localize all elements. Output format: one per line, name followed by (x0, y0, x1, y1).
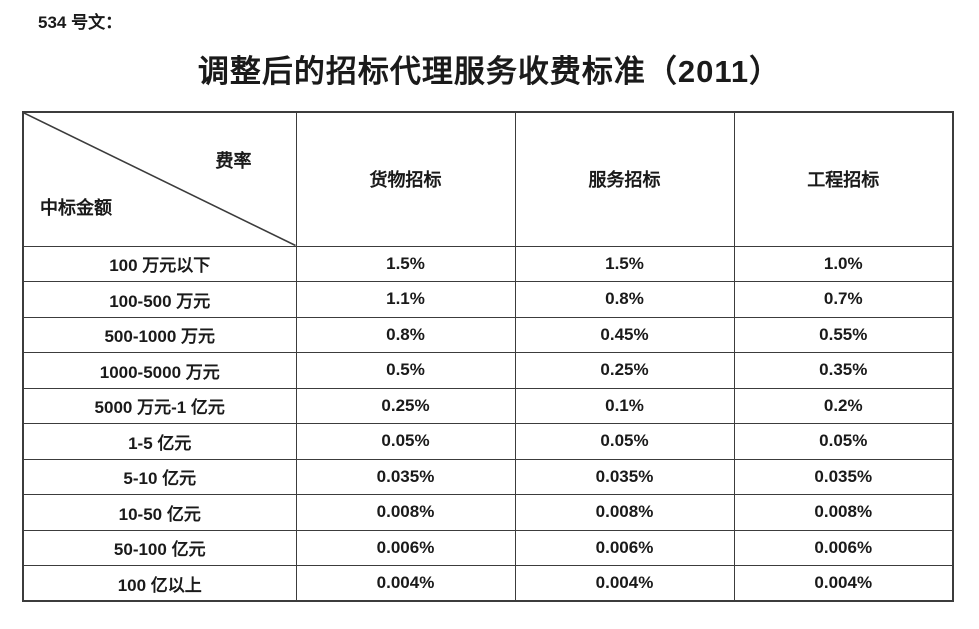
table-row: 5-10 亿元 0.035% 0.035% 0.035% (22, 458, 954, 495)
goods-rate-cell: 0.035% (295, 458, 516, 495)
amount-cell: 5000 万元-1 亿元 (22, 387, 297, 424)
goods-rate-cell: 0.8% (295, 316, 516, 353)
service-rate-cell: 0.035% (514, 458, 735, 495)
amount-cell: 100 万元以下 (22, 245, 297, 282)
engineering-rate-cell: 0.008% (733, 494, 954, 531)
table-row: 5000 万元-1 亿元 0.25% 0.1% 0.2% (22, 387, 954, 424)
amount-cell: 5-10 亿元 (22, 458, 297, 495)
column-header-goods: 货物招标 (295, 111, 516, 247)
engineering-rate-cell: 0.004% (733, 565, 954, 602)
amount-cell: 10-50 亿元 (22, 494, 297, 531)
table-row: 1-5 亿元 0.05% 0.05% 0.05% (22, 423, 954, 460)
table-row: 1000-5000 万元 0.5% 0.25% 0.35% (22, 352, 954, 389)
amount-cell: 1-5 亿元 (22, 423, 297, 460)
engineering-rate-cell: 0.05% (733, 423, 954, 460)
engineering-rate-cell: 0.55% (733, 316, 954, 353)
table-row: 100 万元以下 1.5% 1.5% 1.0% (22, 245, 954, 282)
engineering-rate-cell: 0.035% (733, 458, 954, 495)
column-header-service: 服务招标 (514, 111, 735, 247)
amount-cell: 100-500 万元 (22, 281, 297, 318)
goods-rate-cell: 0.05% (295, 423, 516, 460)
goods-rate-cell: 1.5% (295, 245, 516, 282)
goods-rate-cell: 0.008% (295, 494, 516, 531)
amount-cell: 1000-5000 万元 (22, 352, 297, 389)
service-rate-cell: 0.004% (514, 565, 735, 602)
amount-cell: 500-1000 万元 (22, 316, 297, 353)
service-rate-cell: 0.45% (514, 316, 735, 353)
diagonal-line (24, 113, 296, 246)
engineering-rate-cell: 0.35% (733, 352, 954, 389)
engineering-rate-cell: 0.006% (733, 529, 954, 566)
page-title: 调整后的招标代理服务收费标准（2011） (197, 54, 782, 89)
goods-rate-cell: 1.1% (295, 281, 516, 318)
amount-cell: 100 亿以上 (22, 565, 297, 602)
corner-label-amount: 中标金额 (40, 197, 112, 218)
table-row: 50-100 亿元 0.006% 0.006% 0.006% (22, 529, 954, 566)
goods-rate-cell: 0.004% (295, 565, 516, 602)
engineering-rate-cell: 0.2% (733, 387, 954, 424)
corner-label-rate: 费率 (215, 151, 252, 171)
service-rate-cell: 0.006% (514, 529, 735, 566)
goods-rate-cell: 0.006% (295, 529, 516, 566)
corner-header-cell: 费率 中标金额 (22, 111, 297, 247)
service-rate-cell: 0.05% (514, 423, 735, 460)
service-rate-cell: 0.008% (514, 494, 735, 531)
doc-number: 534 号文： (38, 13, 123, 32)
fee-table: 费率 中标金额 货物招标 服务招标 工程招标 100 万元以下 1.5% 1.5… (22, 111, 954, 602)
column-header-engineering: 工程招标 (733, 111, 954, 247)
goods-rate-cell: 0.5% (295, 352, 516, 389)
service-rate-cell: 0.8% (514, 281, 735, 318)
table-row: 100 亿以上 0.004% 0.004% 0.004% (22, 565, 954, 602)
table-header-row: 费率 中标金额 货物招标 服务招标 工程招标 (22, 111, 954, 247)
engineering-rate-cell: 1.0% (733, 245, 954, 282)
table-row: 10-50 亿元 0.008% 0.008% 0.008% (22, 494, 954, 531)
engineering-rate-cell: 0.7% (733, 281, 954, 318)
service-rate-cell: 1.5% (514, 245, 735, 282)
goods-rate-cell: 0.25% (295, 387, 516, 424)
amount-cell: 50-100 亿元 (22, 529, 297, 566)
service-rate-cell: 0.1% (514, 387, 735, 424)
service-rate-cell: 0.25% (514, 352, 735, 389)
table-row: 100-500 万元 1.1% 0.8% 0.7% (22, 281, 954, 318)
table-row: 500-1000 万元 0.8% 0.45% 0.55% (22, 316, 954, 353)
